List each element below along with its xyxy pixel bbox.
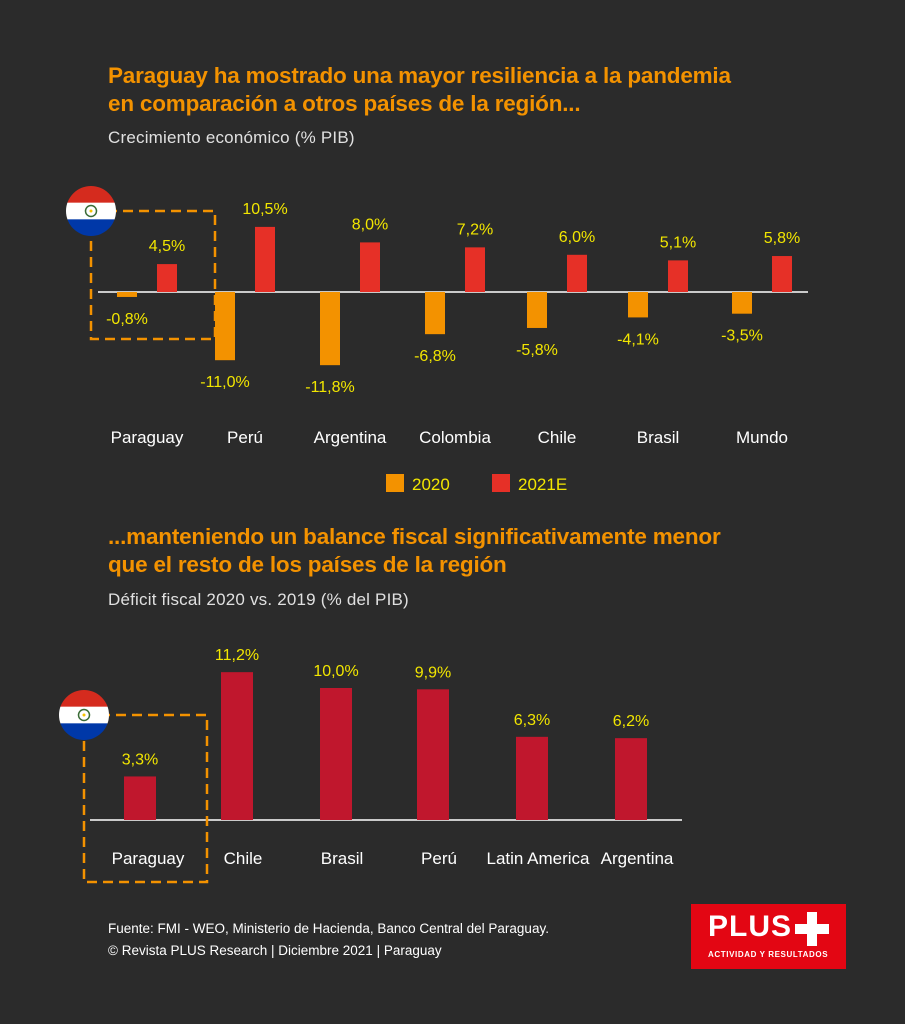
deficit-bar-argentina — [615, 738, 647, 820]
category-paraguay: Paraguay — [111, 428, 184, 447]
deficit-bar-brasil — [320, 688, 352, 820]
bar-2020-argentina — [320, 292, 340, 366]
deficit-category-peru: Perú — [421, 849, 457, 868]
headline-1-line-1: Paraguay ha mostrado una mayor resilienc… — [108, 63, 731, 88]
bar-2020-peru — [215, 292, 235, 361]
bar-2021e-chile — [567, 254, 587, 292]
category-argentina: Argentina — [314, 428, 387, 447]
deficit-label-argentina: 6,2% — [613, 713, 649, 730]
footer-copyright: © Revista PLUS Research | Diciembre 2021… — [108, 943, 442, 958]
deficit-category-brasil: Brasil — [321, 849, 364, 868]
bar-2021e-mundo — [772, 256, 792, 292]
bar-2021e-brasil — [668, 260, 688, 292]
headline-1-line-2: en comparación a otros países de la regi… — [108, 91, 581, 116]
headline-2-line-2: que el resto de los países de la región — [108, 552, 507, 577]
deficit-label-latin-america: 6,3% — [514, 712, 550, 729]
bar-2021e-peru — [255, 226, 275, 292]
chart-2-subtitle: Déficit fiscal 2020 vs. 2019 (% del PIB) — [108, 590, 409, 609]
plus-logo: PLUS ACTIVIDAD Y RESULTADOS — [691, 904, 846, 969]
deficit-label-paraguay: 3,3% — [122, 751, 158, 768]
paraguay-flag-icon-2 — [59, 690, 109, 740]
headline-2: ...manteniendo un balance fiscal signifi… — [108, 523, 721, 579]
deficit-bar-peru — [417, 689, 449, 820]
label-2020-brasil: -4,1% — [617, 331, 659, 348]
legend-2020-label: 2020 — [412, 475, 450, 494]
deficit-bar-latin-america — [516, 736, 548, 820]
footer-source: Fuente: FMI - WEO, Ministerio de Haciend… — [108, 921, 549, 936]
label-2020-chile: -5,8% — [516, 342, 558, 359]
category-colombia: Colombia — [419, 428, 491, 447]
bar-2021e-colombia — [465, 247, 485, 292]
bar-2021e-argentina — [360, 242, 380, 292]
label-2021e-brasil: 5,1% — [660, 234, 696, 251]
label-2021e-colombia: 7,2% — [457, 221, 493, 238]
label-2020-paraguay: -0,8% — [106, 311, 148, 328]
headline-1: Paraguay ha mostrado una mayor resilienc… — [108, 62, 731, 118]
deficit-bar-paraguay — [124, 776, 156, 820]
label-2020-peru: -11,0% — [200, 374, 250, 391]
headline-2-line-1: ...manteniendo un balance fiscal signifi… — [108, 524, 721, 549]
logo-text: PLUS — [708, 910, 793, 943]
footer: Fuente: FMI - WEO, Ministerio de Haciend… — [108, 918, 549, 962]
logo-tagline: ACTIVIDAD Y RESULTADOS — [708, 950, 829, 959]
deficit-category-chile: Chile — [224, 849, 263, 868]
deficit-category-latin-america: Latin America — [487, 849, 591, 868]
label-2020-mundo: -3,5% — [721, 328, 763, 345]
paraguay-flag-icon-1 — [66, 186, 116, 236]
category-mundo: Mundo — [736, 428, 788, 447]
label-2021e-argentina: 8,0% — [352, 216, 388, 233]
category-chile: Chile — [538, 428, 577, 447]
bar-2020-mundo — [732, 292, 752, 314]
category-brasil: Brasil — [637, 428, 680, 447]
category-peru: Perú — [227, 428, 263, 447]
label-2021e-chile: 6,0% — [559, 229, 595, 246]
legend-2021e-swatch — [492, 474, 510, 492]
label-2020-colombia: -6,8% — [414, 348, 456, 365]
label-2021e-paraguay: 4,5% — [149, 238, 185, 255]
deficit-label-chile: 11,2% — [215, 647, 259, 664]
legend-2020-swatch — [386, 474, 404, 492]
label-2021e-peru: 10,5% — [242, 201, 287, 218]
deficit-bar-chile — [221, 672, 253, 820]
label-2020-argentina: -11,8% — [305, 379, 355, 396]
deficit-label-peru: 9,9% — [415, 664, 451, 681]
bar-2020-brasil — [628, 292, 648, 318]
plus-icon — [795, 912, 829, 946]
deficit-category-paraguay: Paraguay — [112, 849, 185, 868]
chart-1-subtitle: Crecimiento económico (% PIB) — [108, 128, 355, 147]
bar-2020-colombia — [425, 292, 445, 335]
legend-2021e-label: 2021E — [518, 475, 567, 494]
chart-2-highlight-box — [82, 713, 209, 884]
chart-1-highlight-box — [89, 209, 217, 341]
label-2021e-mundo: 5,8% — [764, 230, 800, 247]
bar-2020-paraguay — [117, 292, 137, 297]
deficit-category-argentina: Argentina — [601, 849, 674, 868]
bar-2021e-paraguay — [157, 264, 177, 292]
deficit-label-brasil: 10,0% — [313, 663, 358, 680]
bar-2020-chile — [527, 292, 547, 328]
